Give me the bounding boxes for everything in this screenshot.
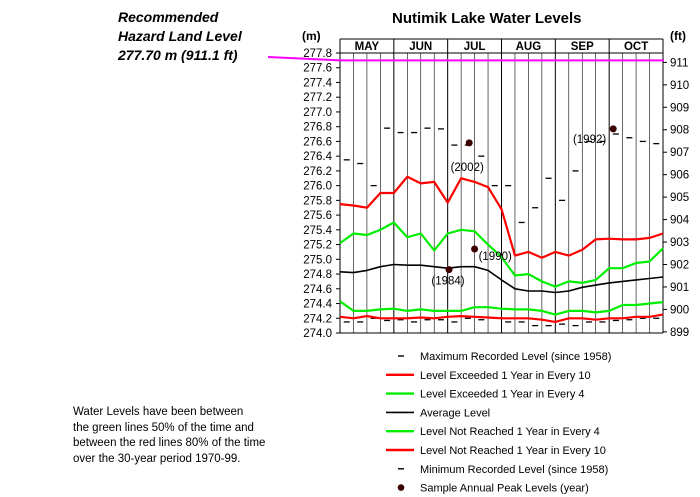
y-tick-label-m: 275.2 xyxy=(303,240,332,252)
y-tick-label-ft: 902 xyxy=(670,260,689,272)
legend-label: Level Not Reached 1 Year in Every 4 xyxy=(420,426,600,438)
y-tick-label-m: 274.2 xyxy=(303,313,332,325)
y-tick-label-m: 277.6 xyxy=(303,63,332,75)
peak-year-label: (1984) xyxy=(431,276,464,288)
y-tick-label-m: 277.0 xyxy=(303,107,332,119)
month-label: AUG xyxy=(516,41,542,53)
y-tick-label-m: 274.4 xyxy=(303,299,332,311)
y-tick-label-m: 276.2 xyxy=(303,166,332,178)
hazard-note-line3: 277.70 m (911.1 ft) xyxy=(118,47,238,63)
legend-symbol-dot xyxy=(397,484,405,491)
y-tick-label-m: 274.0 xyxy=(303,328,332,340)
y-tick-label-ft: 909 xyxy=(670,102,689,114)
y-tick-label-ft: 905 xyxy=(670,192,689,204)
hazard-note: Recommended Hazard Land Level 277.70 m (… xyxy=(118,8,242,65)
peak-point xyxy=(465,139,473,147)
month-label: JUL xyxy=(464,41,486,53)
right-unit-label: (ft) xyxy=(670,29,686,43)
peak-year-label: (1990) xyxy=(479,251,512,263)
y-tick-label-ft: 904 xyxy=(670,215,690,227)
legend-label: Sample Annual Peak Levels (year) xyxy=(420,483,589,495)
legend-label: Level Exceeded 1 Year in Every 4 xyxy=(420,389,585,401)
series-line-2 xyxy=(339,263,664,294)
peak-point xyxy=(609,125,617,133)
y-tick-label-ft: 899 xyxy=(670,327,689,339)
y-tick-label-m: 275.6 xyxy=(303,210,332,222)
month-label: SEP xyxy=(571,41,594,53)
month-label: MAY xyxy=(355,41,380,53)
y-tick-label-ft: 910 xyxy=(670,80,689,92)
series-line-3 xyxy=(339,300,664,316)
month-label: JUN xyxy=(409,41,432,53)
y-tick-label-m: 274.6 xyxy=(303,284,332,296)
hazard-land-level-line xyxy=(267,56,664,62)
legend-label: Minimum Recorded Level (since 1958) xyxy=(420,464,608,476)
peak-year-label: (2002) xyxy=(451,162,484,174)
footnote-line2: the green lines 50% of the time and xyxy=(73,421,254,434)
y-tick-label-m: 276.6 xyxy=(303,136,332,148)
y-tick-label-ft: 900 xyxy=(670,304,689,316)
hazard-note-line2: Hazard Land Level xyxy=(118,28,242,44)
footnote-line1: Water Levels have been between xyxy=(73,406,244,418)
legend-label: Level Not Reached 1 Year in Every 10 xyxy=(420,445,606,457)
legend-label: Level Exceeded 1 Year in Every 10 xyxy=(420,370,591,382)
footnote: Water Levels have been between the green… xyxy=(73,405,293,467)
hazard-note-line1: Recommended xyxy=(118,9,219,25)
peak-point xyxy=(471,245,479,253)
series-line-4 xyxy=(339,313,664,323)
y-tick-label-m: 276.0 xyxy=(303,181,332,193)
y-tick-label-m: 276.8 xyxy=(303,122,332,134)
y-tick-label-ft: 908 xyxy=(670,125,689,137)
y-tick-label-ft: 911 xyxy=(670,57,688,69)
y-tick-label-m: 275.8 xyxy=(303,195,332,207)
legend-label: Average Level xyxy=(420,407,490,419)
y-tick-label-ft: 906 xyxy=(670,170,689,182)
series-line-0 xyxy=(339,175,664,259)
y-tick-label-ft: 907 xyxy=(670,147,689,159)
legend-label: Maximum Recorded Level (since 1958) xyxy=(420,351,611,363)
peak-year-label: (1992) xyxy=(573,134,606,146)
footnote-line3: between the red lines 80% of the time xyxy=(73,437,266,449)
left-unit-label: (m) xyxy=(302,29,321,43)
series-line-1 xyxy=(339,221,664,288)
y-tick-label-ft: 903 xyxy=(670,237,689,249)
footnote-line4: over the 30-year period 1970-99. xyxy=(73,452,241,465)
y-tick-label-ft: 901 xyxy=(670,282,689,294)
y-tick-label-m: 275.0 xyxy=(303,254,332,266)
y-tick-label-m: 274.8 xyxy=(303,269,332,281)
peak-point xyxy=(445,266,453,274)
y-tick-label-m: 276.4 xyxy=(303,151,332,163)
y-tick-label-m: 277.2 xyxy=(303,92,332,104)
month-label: OCT xyxy=(624,41,648,53)
y-tick-label-m: 275.4 xyxy=(303,225,332,237)
y-tick-label-m: 277.4 xyxy=(303,77,332,89)
y-tick-label-m: 277.8 xyxy=(303,48,332,60)
chart-title: Nutimik Lake Water Levels xyxy=(392,10,582,27)
